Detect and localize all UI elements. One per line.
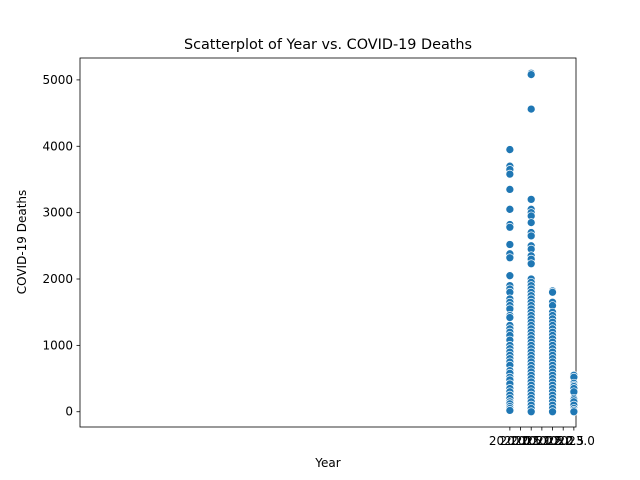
data-point [505,222,515,232]
x-tick-label: 2020.5 [500,434,542,448]
plot-area [79,57,579,428]
y-tick-label: 5000 [42,73,73,87]
y-tick-label: 4000 [42,139,73,153]
x-tick-label: 2022.0 [532,434,574,448]
x-tick-label: 2023.0 [553,434,595,448]
y-tick-label: 0 [65,405,73,419]
data-point [526,218,536,227]
data-point [505,240,515,249]
data-points [505,68,579,417]
y-axis-ticks: 0 1000 2000 3000 4000 5000 [42,73,80,419]
data-point [505,204,515,214]
data-point [526,407,536,417]
data-point [526,70,536,79]
data-point [548,287,557,297]
data-point [505,169,515,179]
x-axis-ticks: 2020.02020.52021.02021.52022.02022.52023… [489,427,595,448]
x-tick-label: 2020.0 [489,434,531,448]
data-point [569,407,579,417]
y-tick-label: 1000 [42,338,73,352]
data-point [505,271,515,281]
data-point [505,145,515,154]
y-tick-label: 2000 [42,272,73,286]
x-tick-label: 2021.0 [510,434,552,448]
y-axis-label: COVID-19 Deaths [15,190,29,295]
y-tick-label: 3000 [42,206,73,220]
x-axis-label: Year [314,456,340,470]
data-point [526,231,536,241]
data-point [505,253,515,263]
data-point [526,104,536,114]
data-point [548,407,557,417]
x-tick-label: 2021.5 [521,434,563,448]
data-point [505,313,515,322]
plot-frame [79,57,577,428]
data-point [505,185,515,194]
data-point [526,195,536,204]
data-point [505,406,515,415]
chart-title: Scatterplot of Year vs. COVID-19 Deaths [184,37,472,53]
x-tick-label: 2022.5 [542,434,584,448]
data-point [526,259,536,269]
